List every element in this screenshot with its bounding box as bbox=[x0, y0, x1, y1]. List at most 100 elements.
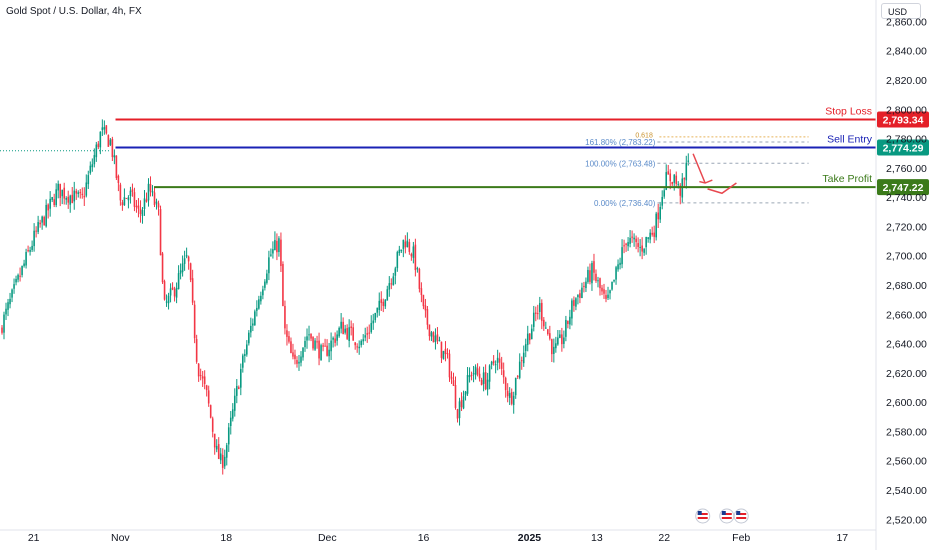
candle-body bbox=[266, 273, 268, 283]
candle-body bbox=[69, 195, 72, 205]
candle-body bbox=[621, 247, 623, 265]
x-tick-label: 21 bbox=[28, 532, 40, 544]
candle-body bbox=[422, 294, 425, 307]
candle-body bbox=[452, 380, 455, 386]
candle-body bbox=[655, 213, 657, 238]
candle-body bbox=[264, 281, 266, 288]
candle-body bbox=[619, 262, 621, 265]
y-tick-label: 2,780.00 bbox=[886, 134, 927, 146]
candle-body bbox=[538, 303, 541, 312]
candle-body bbox=[462, 396, 465, 409]
candle-body bbox=[11, 289, 13, 298]
candle-body bbox=[250, 325, 252, 333]
flag-canton bbox=[721, 511, 726, 515]
candle-body bbox=[340, 321, 342, 329]
candle-body bbox=[458, 401, 461, 419]
candle-body bbox=[280, 239, 282, 266]
y-tick-label: 2,640.00 bbox=[886, 339, 927, 351]
candle-body bbox=[565, 319, 567, 337]
candle-body bbox=[211, 418, 214, 432]
candle-body bbox=[91, 164, 94, 168]
candle-body bbox=[143, 198, 146, 209]
currency-selector[interactable]: USD bbox=[881, 3, 921, 19]
candle-body bbox=[635, 238, 637, 243]
candle-body bbox=[444, 348, 447, 355]
candle-body bbox=[534, 312, 537, 314]
candle-body bbox=[322, 345, 324, 347]
candle-body bbox=[258, 299, 260, 309]
candle-body bbox=[133, 192, 136, 207]
x-tick-label: Dec bbox=[318, 532, 337, 544]
candle-body bbox=[599, 278, 601, 289]
candle-body bbox=[553, 346, 555, 354]
candle-body bbox=[294, 354, 296, 359]
x-tick-label: 22 bbox=[658, 532, 670, 544]
candle-body bbox=[520, 360, 523, 362]
candle-body bbox=[593, 261, 595, 273]
candle-body bbox=[532, 312, 535, 327]
candle-body bbox=[579, 293, 581, 298]
candle-body bbox=[99, 131, 102, 148]
candle-body bbox=[334, 338, 336, 343]
candle-body bbox=[605, 295, 607, 299]
flag-stripe bbox=[736, 517, 747, 519]
candle-body bbox=[183, 258, 186, 264]
candle-body bbox=[404, 241, 407, 248]
x-tick-label: 17 bbox=[836, 532, 848, 544]
candle-body bbox=[107, 135, 110, 147]
candle-body bbox=[396, 252, 399, 269]
candle-body bbox=[302, 347, 304, 358]
candle-body bbox=[191, 278, 194, 303]
y-tick-label: 2,840.00 bbox=[886, 46, 927, 58]
level-price-text: 2,774.29 bbox=[883, 142, 924, 154]
candle-body bbox=[205, 385, 208, 391]
candle-body bbox=[362, 339, 365, 342]
candle-body bbox=[209, 405, 212, 418]
level-price-tag bbox=[877, 179, 929, 196]
candle-body bbox=[59, 183, 61, 199]
candle-body bbox=[454, 385, 457, 408]
candle-body bbox=[420, 288, 423, 296]
candles bbox=[1, 119, 690, 475]
candle-body bbox=[372, 320, 375, 324]
candle-body bbox=[573, 300, 575, 306]
candle-body bbox=[575, 298, 577, 307]
candle-body bbox=[117, 175, 120, 183]
candle-body bbox=[418, 269, 421, 289]
candle-body bbox=[308, 334, 310, 336]
candle-body bbox=[492, 360, 495, 364]
candle-body bbox=[613, 279, 615, 282]
candle-body bbox=[268, 257, 270, 274]
candle-body bbox=[587, 269, 589, 282]
candle-body bbox=[9, 298, 11, 305]
candle-body bbox=[314, 340, 316, 350]
candle-body bbox=[414, 244, 417, 271]
candle-body bbox=[41, 216, 43, 223]
level-price-tag bbox=[877, 139, 929, 156]
candle-body bbox=[380, 299, 383, 303]
candle-body bbox=[382, 301, 385, 306]
candle-body bbox=[388, 283, 391, 290]
candle-body bbox=[13, 284, 15, 289]
candle-body bbox=[412, 246, 415, 258]
fib-extension: 161.80% (2,783.22) 100.00% (2,763.48) 0.00… bbox=[585, 133, 809, 208]
candle-body bbox=[25, 251, 27, 266]
candle-body bbox=[350, 326, 352, 329]
candle-body bbox=[480, 379, 483, 386]
candle-body bbox=[488, 365, 491, 382]
candle-body bbox=[199, 375, 202, 377]
candle-body bbox=[304, 341, 306, 348]
candle-body bbox=[555, 343, 557, 349]
candle-body bbox=[374, 312, 377, 321]
candle-body bbox=[450, 376, 453, 380]
y-tick-label: 2,560.00 bbox=[886, 456, 927, 468]
candle-body bbox=[518, 361, 521, 378]
candle-body bbox=[659, 206, 661, 220]
fib-small-label: 0.618 bbox=[635, 133, 653, 140]
candle-body bbox=[87, 175, 90, 185]
candle-body bbox=[645, 236, 647, 248]
candle-body bbox=[464, 391, 467, 396]
candle-body bbox=[348, 327, 350, 341]
candle-body bbox=[581, 287, 583, 299]
